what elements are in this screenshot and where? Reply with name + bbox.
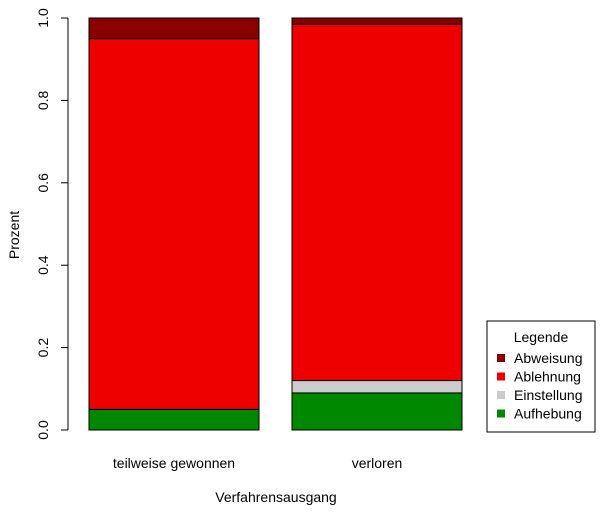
y-tick-label: 0.6 <box>35 173 51 193</box>
legend-label-einstellung: Einstellung <box>514 387 583 403</box>
legend-items: Abweisung Ablehnung Einstellung Aufhebung <box>497 350 583 422</box>
legend-label-aufhebung: Aufhebung <box>514 406 582 422</box>
x-axis-label: Verfahrensausgang <box>215 489 336 505</box>
y-axis: 0.0 0.2 0.4 0.6 0.8 1.0 <box>35 8 69 440</box>
bar-segment-abweisung-2 <box>291 17 463 25</box>
legend: Legende Abweisung Ablehnung Einstellung Auf… <box>486 320 596 433</box>
legend-swatch-ablehnung <box>497 372 505 381</box>
bar-segment-ablehnung-2 <box>291 23 463 382</box>
bar-segment-abweisung-1 <box>88 17 260 40</box>
y-tick-label: 0.4 <box>35 255 51 275</box>
legend-swatch-abweisung <box>497 354 505 362</box>
legend-swatch-aufhebung <box>497 409 505 418</box>
legend-label-abweisung: Abweisung <box>514 350 583 366</box>
bar-segment-aufhebung-2 <box>291 392 463 431</box>
legend-title: Legende <box>514 329 569 345</box>
legend-label-ablehnung: Ablehnung <box>514 369 581 385</box>
bar-segment-einstellung-2 <box>291 380 463 394</box>
bar-segment-ablehnung-1 <box>88 38 260 410</box>
y-tick-label: 0.8 <box>35 90 51 110</box>
x-tick-label: verloren <box>352 455 403 471</box>
x-tick-labels: teilweise gewonnen verloren <box>113 455 402 471</box>
y-tick-label: 0.2 <box>35 338 51 358</box>
y-tick-label: 0.0 <box>35 420 51 440</box>
y-axis-label: Prozent <box>6 211 22 259</box>
bars-group <box>88 17 463 431</box>
y-tick-label: 1.0 <box>35 8 51 28</box>
x-tick-label: teilweise gewonnen <box>113 455 235 471</box>
bar-segment-aufhebung-1 <box>88 408 260 431</box>
legend-swatch-einstellung <box>497 391 505 399</box>
